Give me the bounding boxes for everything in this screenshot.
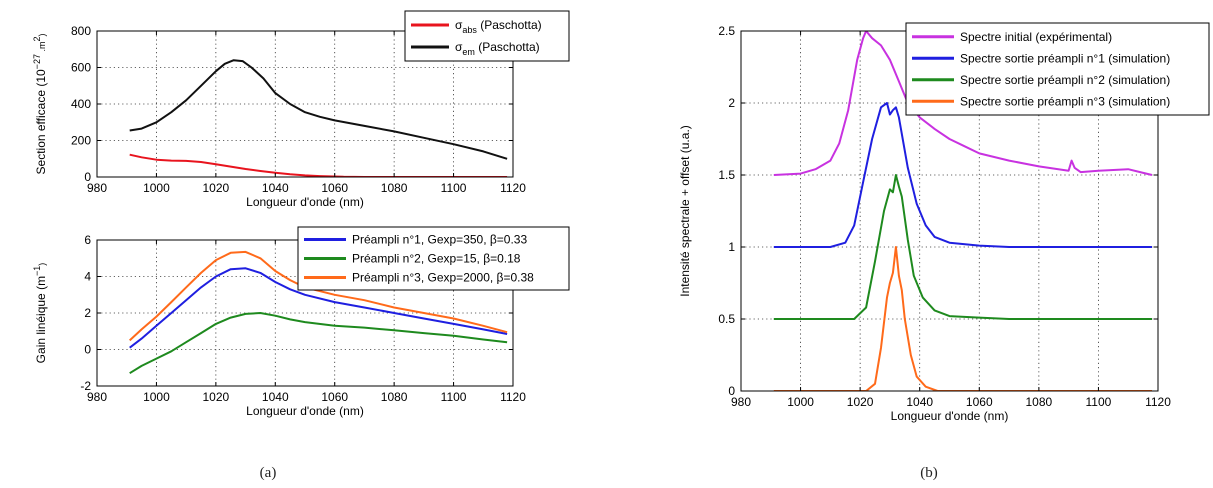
y-tick-label: -2 [80, 379, 91, 393]
legend-label-1: Spectre initial (expérimental) [960, 30, 1112, 44]
x-tick-label: 1080 [1026, 395, 1053, 409]
x-axis-label: Longueur d'onde (nm) [246, 195, 364, 209]
y-tick-label: 0 [84, 170, 91, 184]
caption-a: (a) [260, 465, 277, 481]
chart-a2: 980 1000 1020 1040 1060 1080 1100 1120-20246Lon… [32, 227, 569, 418]
y-axis-label-sup: −1 [32, 266, 42, 276]
legend-label-2: Spectre sortie préampli n°1 (simulation) [960, 51, 1170, 65]
x-tick-label: 1080 [381, 390, 408, 404]
x-tick-label: 1040 [262, 181, 289, 195]
x-tick-label: 1040 [262, 390, 289, 404]
y-tick-label: 0 [84, 343, 91, 357]
legend: σabs (Paschotta)σem (Paschotta) [405, 11, 569, 61]
y-axis-label-part: Section efficace (10 [34, 69, 48, 175]
x-tick-label: 1060 [966, 395, 993, 409]
x-tick-label: 1000 [143, 181, 170, 195]
legend-label-4: Spectre sortie préampli n°3 (simulation) [960, 94, 1170, 108]
y-axis-label-part: Gain linéique (m [34, 276, 48, 363]
y-tick-label: 400 [71, 97, 91, 111]
y-tick-label: 1.5 [718, 168, 735, 182]
y-axis-label-sup: .m [37, 42, 47, 55]
x-tick-label: 1020 [203, 390, 230, 404]
chart-b: 980 1000 1020 1040 1060 1080 1100 112000.511.52… [678, 23, 1209, 423]
y-axis-label: Intensité spectrale + offset (u.a.) [678, 125, 692, 297]
y-tick-label: 800 [71, 24, 91, 38]
y-tick-label: 0.5 [718, 312, 735, 326]
legend-label-2: Préampli n°2, Gexp=15, β=0.18 [352, 252, 521, 266]
legend: Spectre initial (expérimental) Spectre so… [906, 23, 1209, 115]
y-tick-label: 0 [728, 384, 735, 398]
y-tick-label: 600 [71, 61, 91, 75]
x-tick-label: 1120 [1145, 395, 1171, 409]
x-axis-label: Longueur d'onde (nm) [246, 404, 364, 418]
x-tick-label: 1100 [441, 181, 467, 195]
x-tick-label: 1100 [441, 390, 467, 404]
x-tick-label: 1080 [381, 181, 408, 195]
x-tick-label: 1060 [321, 390, 348, 404]
legend-label-3: Préampli n°3, Gexp=2000, β=0.38 [352, 271, 534, 285]
y-tick-label: 2 [84, 306, 91, 320]
x-tick-label: 1120 [500, 390, 526, 404]
y-axis-label-sup: ) [37, 34, 47, 37]
chart-a1: 980 1000 1020 1040 1060 1080 1100 1120020040060… [32, 11, 569, 209]
y-tick-label: 2.5 [718, 24, 735, 38]
x-tick-label: 1120 [500, 181, 526, 195]
x-tick-label: 1000 [787, 395, 814, 409]
x-tick-label: 1040 [906, 395, 933, 409]
y-axis-label-sup: −27 [32, 54, 42, 69]
y-tick-label: 2 [728, 96, 735, 110]
x-tick-label: 1000 [143, 390, 170, 404]
y-tick-label: 6 [84, 233, 91, 247]
y-tick-label: 4 [84, 270, 91, 284]
x-tick-label: 1020 [203, 181, 230, 195]
x-tick-label: 1020 [847, 395, 874, 409]
y-axis-label: Gain linéique (m−1) [32, 263, 48, 364]
y-tick-label: 1 [728, 240, 735, 254]
y-axis-label: Section efficace (10−27 .m2) [32, 34, 48, 175]
legend-label-3: Spectre sortie préampli n°2 (simulation) [960, 73, 1170, 87]
x-tick-label: 1060 [321, 181, 348, 195]
x-axis-label: Longueur d'onde (nm) [891, 409, 1009, 423]
y-tick-label: 200 [71, 134, 91, 148]
legend-label-1: Préampli n°1, Gexp=350, β=0.33 [352, 233, 527, 247]
legend: Préampli n°1, Gexp=350, β=0.33 Préampli n… [298, 227, 569, 290]
y-axis-label-sup: ) [37, 263, 47, 266]
x-tick-label: 1100 [1086, 395, 1112, 409]
caption-b: (b) [920, 465, 938, 481]
